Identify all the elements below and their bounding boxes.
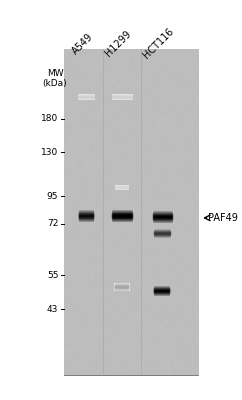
Text: PAF49: PAF49 bbox=[208, 213, 238, 223]
Text: 180: 180 bbox=[41, 114, 58, 123]
Bar bbox=[64, 49, 198, 375]
Text: 130: 130 bbox=[41, 148, 58, 157]
Text: MW
(kDa): MW (kDa) bbox=[43, 69, 67, 88]
Text: 72: 72 bbox=[47, 219, 58, 228]
Text: 55: 55 bbox=[47, 271, 58, 280]
Text: H1299: H1299 bbox=[104, 29, 133, 58]
Text: 43: 43 bbox=[47, 305, 58, 314]
Text: HCT116: HCT116 bbox=[142, 26, 176, 61]
Text: 95: 95 bbox=[47, 192, 58, 200]
Text: A549: A549 bbox=[70, 31, 95, 56]
